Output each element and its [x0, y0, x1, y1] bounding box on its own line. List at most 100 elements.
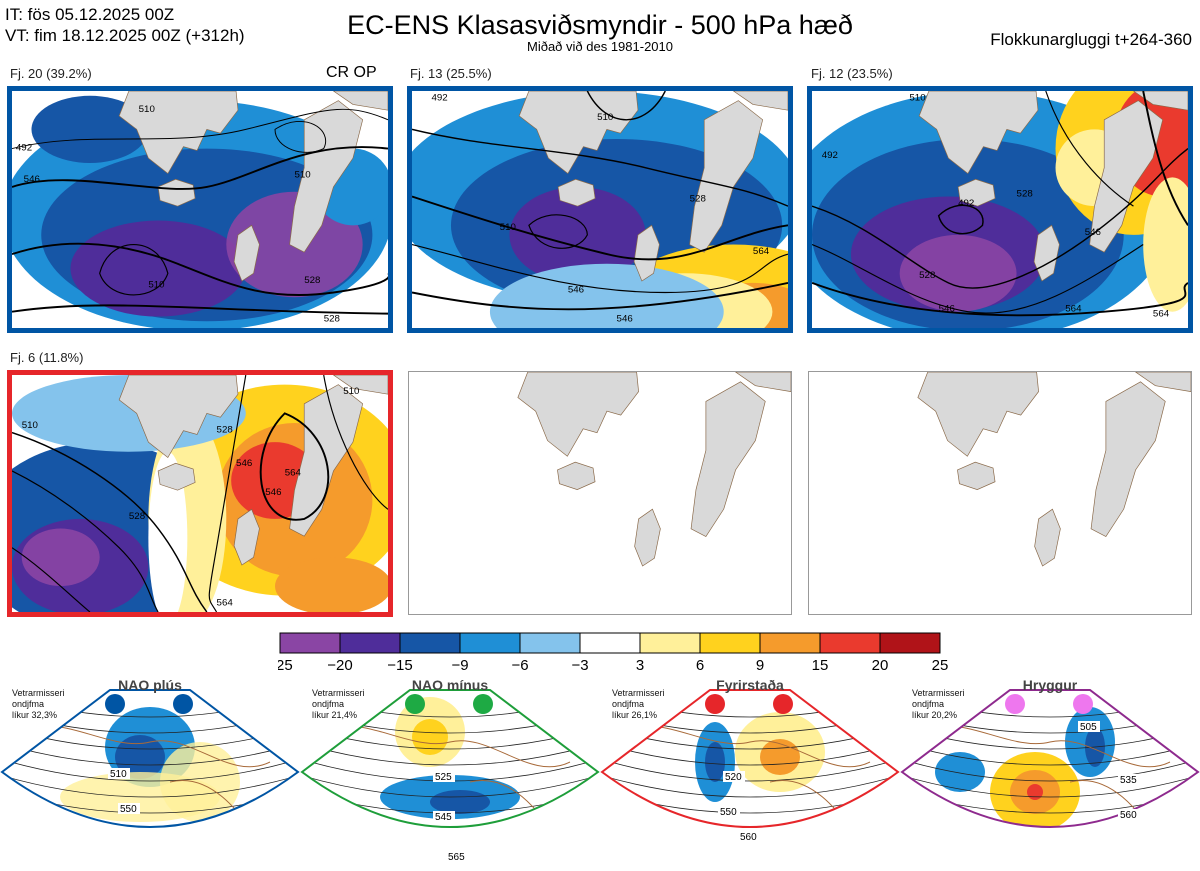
classification-window: Flokkunargluggi t+264-360 — [990, 30, 1192, 49]
regime-note: líkur 21,4% — [312, 710, 357, 720]
colorbar-swatch — [879, 632, 941, 654]
regime-contour-label: 525 — [435, 772, 452, 783]
chart-subtitle: Miðað við des 1981-2010 — [527, 39, 673, 54]
contour-label-1-4: 546 — [568, 285, 584, 296]
contour-label-3-6: 564 — [285, 468, 302, 479]
contour-label-1-3: 528 — [690, 193, 706, 204]
regime-contour-label: 520 — [725, 772, 742, 783]
colorbar-tick-label: 6 — [696, 657, 704, 674]
colorbar-tick-label: 9 — [756, 657, 764, 674]
colorbar-tick-label: −9 — [451, 657, 468, 674]
contour-label-2-3: 528 — [1017, 189, 1033, 200]
regime-note: ondjfma — [312, 699, 344, 709]
cluster-4-label: Fj. 6 (11.8%) — [10, 350, 84, 365]
contour-label-3-4: 546 — [236, 458, 252, 469]
colorbar-tick-label: 25 — [932, 657, 948, 674]
contour-label-3-1: 510 — [343, 386, 359, 397]
regime-marker-dot — [105, 694, 125, 714]
colorbar-swatch — [579, 632, 641, 654]
regime-note: Vetrarmisseri — [12, 688, 65, 698]
regime-marker-dot — [473, 694, 493, 714]
contour-label-2-2: 510 — [909, 93, 925, 104]
contour-label-2-8: 564 — [1153, 309, 1170, 320]
contour-label-0-3: 510 — [148, 280, 164, 291]
regime-contour-label: 505 — [1080, 722, 1097, 733]
initial-time: IT: fös 05.12.2025 00Z — [5, 5, 175, 24]
regime-note: Vetrarmisseri — [912, 688, 965, 698]
contour-label-3-3: 528 — [217, 425, 233, 436]
contour-label-2-7: 564 — [1065, 304, 1082, 315]
cluster-map-3: 492 492 510 528 528 546 546 564 564 — [807, 86, 1193, 333]
contour-label-0-6: 546 — [24, 174, 40, 185]
header-info: IT: fös 05.12.2025 00Z VT: fim 18.12.202… — [5, 4, 245, 46]
cluster-map-1: 492 510 510 510 528 528 546 — [7, 86, 393, 333]
colorbar-tick-label: 3 — [636, 657, 644, 674]
contour-label-0-2: 510 — [294, 169, 310, 180]
colorbar-tick-label: −25 — [278, 657, 293, 674]
regime-contour-label: 560 — [1120, 810, 1137, 821]
regime-marker-dot — [405, 694, 425, 714]
cluster-1-label: Fj. 20 (39.2%) — [10, 66, 92, 81]
regime-marker-dot — [705, 694, 725, 714]
colorbar-swatch — [819, 632, 881, 654]
contour-label-2-1: 492 — [958, 198, 974, 209]
contour-label-1-1: 510 — [597, 112, 613, 123]
colorbar-swatch — [279, 632, 341, 654]
contour-label-2-6: 546 — [939, 304, 955, 315]
colorbar-swatch — [639, 632, 701, 654]
regime-contour-label: 545 — [435, 812, 452, 823]
contour-label-2-0: 492 — [822, 150, 838, 161]
cluster-map-4: 510 510 528 528 546 546 564 564 — [7, 370, 393, 617]
contour-label-0-1: 510 — [139, 104, 155, 115]
regime-name: Hryggur — [1023, 677, 1078, 693]
regime-note: Vetrarmisseri — [312, 688, 365, 698]
regime-note: líkur 26,1% — [612, 710, 657, 720]
contour-label-1-5: 546 — [617, 313, 633, 324]
contour-label-1-6: 564 — [753, 246, 770, 257]
contour-label-0-0: 492 — [16, 143, 32, 154]
regime-note: Vetrarmisseri — [612, 688, 665, 698]
colorbar-tick-label: −15 — [387, 657, 412, 674]
contour-label-0-5: 528 — [324, 313, 340, 324]
colorbar-swatch — [459, 632, 521, 654]
regime-contour-label: 535 — [1120, 775, 1137, 786]
op-marker: CR OP — [326, 64, 377, 81]
regime-marker-dot — [173, 694, 193, 714]
contour-label-3-5: 546 — [265, 487, 281, 498]
regime-note: ondjfma — [612, 699, 644, 709]
regime-marker-dot — [1005, 694, 1025, 714]
regime-contour-label: 550 — [720, 807, 737, 818]
colorbar-swatch — [759, 632, 821, 654]
colorbar-swatch — [519, 632, 581, 654]
regime-marker-dot — [1073, 694, 1093, 714]
regime-note: ondjfma — [12, 699, 44, 709]
regime-note: líkur 32,3% — [12, 710, 57, 720]
cluster-2-label: Fj. 13 (25.5%) — [410, 66, 492, 81]
regime-note: líkur 20,2% — [912, 710, 957, 720]
contour-label-1-2: 510 — [500, 222, 516, 233]
contour-label-3-2: 528 — [129, 511, 145, 522]
valid-time: VT: fim 18.12.2025 00Z (+312h) — [5, 26, 245, 45]
contour-label-3-0: 510 — [22, 420, 38, 431]
regime-name: NAO plús — [118, 677, 182, 693]
colorbar-tick-label: −20 — [327, 657, 352, 674]
cluster-map-2: 492 510 510 528 546 546 564 — [407, 86, 793, 333]
regime-contour-label: 550 — [120, 804, 137, 815]
contour-label-2-4: 528 — [919, 270, 935, 281]
regime-name: NAO mínus — [412, 677, 488, 693]
empty-map-2 — [808, 371, 1192, 615]
colorbar-swatch — [699, 632, 761, 654]
regime-marker-dot — [773, 694, 793, 714]
colorbar-swatch — [339, 632, 401, 654]
colorbar-tick-label: 15 — [812, 657, 829, 674]
regime-contour-label: 560 — [740, 832, 757, 843]
regime-contour-label: 510 — [110, 769, 127, 780]
cluster-3-label: Fj. 12 (23.5%) — [811, 66, 893, 81]
empty-map-1 — [408, 371, 792, 615]
contour-label-3-7: 564 — [217, 597, 234, 608]
